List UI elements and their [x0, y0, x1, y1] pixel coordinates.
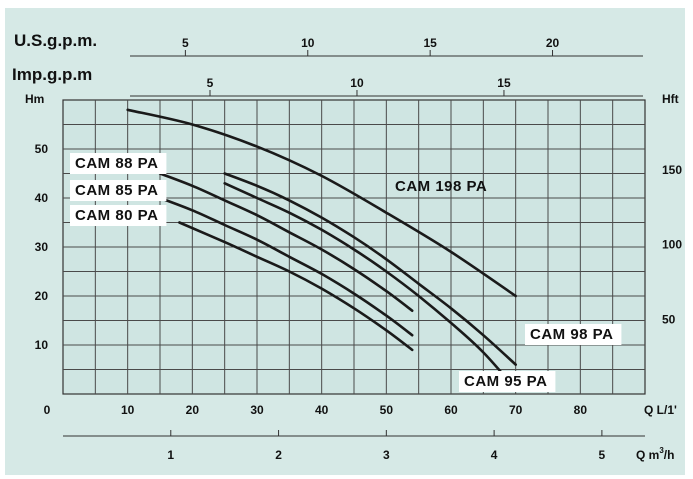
us-gpm-tick-label: 15 — [423, 36, 437, 50]
x-tick-label: 10 — [121, 403, 135, 417]
right-tick-label: 150 — [662, 163, 682, 177]
y-tick-label: 20 — [35, 289, 49, 303]
us-gpm-label: U.S.g.p.m. — [14, 31, 97, 50]
curve-label: CAM 80 PA — [75, 207, 158, 224]
imp-gpm-tick-label: 15 — [497, 76, 511, 90]
right-tick-label: 50 — [662, 312, 676, 326]
imp-gpm-ticks: 5 10 15 — [207, 76, 511, 96]
x-tick-label: 40 — [315, 403, 329, 417]
pump-curve-line — [223, 172, 517, 366]
curve-label-box — [459, 371, 556, 392]
y-tick-label: 40 — [35, 191, 49, 205]
curve-label: CAM 88 PA — [75, 155, 158, 172]
imp-gpm-tick-label: 10 — [350, 76, 364, 90]
pump-curve-line — [126, 108, 517, 298]
m3h-tick-label: 5 — [599, 448, 606, 462]
m3h-axis-label: Q m3/h — [636, 446, 674, 462]
pump-curve-line — [158, 196, 414, 337]
pump-curve-line — [223, 182, 517, 391]
curve-label: CAM 95 PA — [464, 373, 547, 390]
pump-curves — [126, 108, 517, 391]
us-gpm-ticks: 5 10 15 20 — [182, 36, 560, 56]
imp-gpm-label: Imp.g.p.m — [12, 65, 92, 84]
y-tick-label: 10 — [35, 338, 49, 352]
curve-label-box — [525, 324, 622, 345]
x-tick-label: 20 — [186, 403, 200, 417]
y-axis-label: Hm — [25, 92, 44, 106]
y-axis-ticks: 10 20 30 40 50 — [35, 142, 49, 352]
y-tick-label: 50 — [35, 142, 49, 156]
x-tick-label: 70 — [509, 403, 523, 417]
us-gpm-tick-label: 5 — [182, 36, 189, 50]
curve-label: CAM 85 PA — [75, 182, 158, 199]
x-axis-ticks: 0 10 20 30 40 50 60 70 80 — [44, 403, 588, 417]
x-tick-label: 30 — [250, 403, 264, 417]
pump-curve-line — [178, 221, 414, 352]
x-axis-label: Q L/1' — [644, 403, 677, 417]
m3h-tick-label: 4 — [491, 448, 498, 462]
y-tick-label: 30 — [35, 240, 49, 254]
us-gpm-tick-label: 10 — [301, 36, 315, 50]
imp-gpm-tick-label: 5 — [207, 76, 214, 90]
curve-label: CAM 98 PA — [530, 326, 613, 343]
pump-curve-labels: CAM 198 PA CAM 98 PA CAM 95 PA CAM 88 PA CAM… — [70, 153, 622, 392]
m3h-tick-label: 3 — [383, 448, 390, 462]
m3h-tick-label: 1 — [167, 448, 174, 462]
x-tick-label: 60 — [444, 403, 458, 417]
pump-curve-line — [158, 172, 414, 312]
m3h-ticks: 1 2 3 4 5 — [167, 430, 606, 462]
curve-label-box — [70, 180, 167, 201]
m3h-tick-label: 2 — [275, 448, 282, 462]
right-axis-ticks: 50 100 150 — [662, 163, 682, 326]
curve-label: CAM 198 PA — [395, 178, 487, 195]
curve-label-box — [70, 153, 167, 174]
x-tick-label: 0 — [44, 403, 51, 417]
x-tick-label: 80 — [574, 403, 588, 417]
us-gpm-tick-label: 20 — [546, 36, 560, 50]
x-tick-label: 50 — [380, 403, 394, 417]
right-axis-label: Hft — [662, 92, 679, 106]
right-tick-label: 100 — [662, 238, 682, 252]
curve-label-box — [70, 205, 167, 226]
